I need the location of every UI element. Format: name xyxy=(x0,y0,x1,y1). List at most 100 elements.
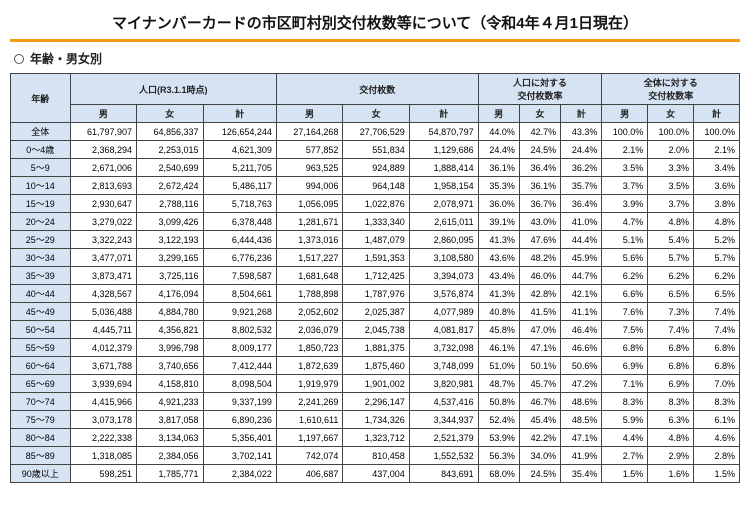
cell-iss-f: 437,004 xyxy=(343,465,409,483)
cell-r2-m: 3.7% xyxy=(602,177,648,195)
cell-pop-f: 3,122,193 xyxy=(137,231,203,249)
cell-pop-f: 3,134,063 xyxy=(137,429,203,447)
cell-r1-f: 46.7% xyxy=(519,393,560,411)
cell-r1-m: 41.3% xyxy=(478,285,519,303)
cell-r1-m: 43.6% xyxy=(478,249,519,267)
cell-label: 全体 xyxy=(11,123,71,141)
cell-iss-m: 1,919,979 xyxy=(276,375,342,393)
cell-r1-f: 43.0% xyxy=(519,213,560,231)
cell-pop-m: 2,222,338 xyxy=(70,429,136,447)
cell-pop-t: 8,802,532 xyxy=(203,321,276,339)
cell-r1-f: 24.5% xyxy=(519,141,560,159)
cell-pop-f: 3,099,426 xyxy=(137,213,203,231)
table-row: 10～142,813,6932,672,4245,486,117994,0069… xyxy=(11,177,740,195)
cell-iss-f: 810,458 xyxy=(343,447,409,465)
cell-iss-m: 1,610,611 xyxy=(276,411,342,429)
cell-label: 10～14 xyxy=(11,177,71,195)
cell-iss-f: 924,889 xyxy=(343,159,409,177)
h-iss-t: 計 xyxy=(409,105,478,123)
cell-r1-m: 35.3% xyxy=(478,177,519,195)
table-row: 80～842,222,3383,134,0635,356,4011,197,66… xyxy=(11,429,740,447)
cell-r1-t: 42.1% xyxy=(561,285,602,303)
cell-pop-t: 9,921,268 xyxy=(203,303,276,321)
cell-r1-t: 46.6% xyxy=(561,339,602,357)
cell-pop-t: 5,356,401 xyxy=(203,429,276,447)
h-pop: 人口(R3.1.1時点) xyxy=(70,74,276,105)
cell-iss-f: 1,323,712 xyxy=(343,429,409,447)
cell-r2-f: 1.6% xyxy=(648,465,694,483)
cell-r1-f: 42.8% xyxy=(519,285,560,303)
cell-r2-f: 7.4% xyxy=(648,321,694,339)
cell-iss-f: 2,296,147 xyxy=(343,393,409,411)
cell-r2-m: 4.4% xyxy=(602,429,648,447)
cell-iss-m: 742,074 xyxy=(276,447,342,465)
cell-iss-m: 1,872,639 xyxy=(276,357,342,375)
cell-r2-f: 100.0% xyxy=(648,123,694,141)
cell-pop-m: 3,873,471 xyxy=(70,267,136,285)
page-root: マイナンバーカードの市区町村別交付枚数等について（令和4年４月1日現在） 年齢・… xyxy=(0,0,750,491)
cell-r1-f: 45.7% xyxy=(519,375,560,393)
cell-r1-t: 35.7% xyxy=(561,177,602,195)
h-pop-m: 男 xyxy=(70,105,136,123)
cell-pop-t: 6,776,236 xyxy=(203,249,276,267)
cell-r2-t: 5.7% xyxy=(694,249,740,267)
cell-r2-f: 6.5% xyxy=(648,285,694,303)
cell-pop-f: 2,672,424 xyxy=(137,177,203,195)
cell-pop-t: 6,444,436 xyxy=(203,231,276,249)
cell-pop-f: 64,856,337 xyxy=(137,123,203,141)
cell-pop-f: 3,299,165 xyxy=(137,249,203,267)
cell-r1-f: 46.0% xyxy=(519,267,560,285)
cell-r2-m: 6.2% xyxy=(602,267,648,285)
cell-iss-m: 1,850,723 xyxy=(276,339,342,357)
cell-r1-t: 46.4% xyxy=(561,321,602,339)
cell-r2-m: 5.6% xyxy=(602,249,648,267)
cell-iss-m: 1,788,898 xyxy=(276,285,342,303)
cell-r1-f: 47.1% xyxy=(519,339,560,357)
cell-r2-m: 6.8% xyxy=(602,339,648,357)
cell-pop-m: 4,012,379 xyxy=(70,339,136,357)
cell-r2-m: 3.9% xyxy=(602,195,648,213)
cell-label: 25～29 xyxy=(11,231,71,249)
cell-r1-f: 36.1% xyxy=(519,177,560,195)
cell-pop-f: 3,740,656 xyxy=(137,357,203,375)
cell-iss-m: 1,373,016 xyxy=(276,231,342,249)
cell-label: 85～89 xyxy=(11,447,71,465)
cell-r2-m: 100.0% xyxy=(602,123,648,141)
cell-label: 70～74 xyxy=(11,393,71,411)
cell-r1-m: 41.3% xyxy=(478,231,519,249)
cell-iss-f: 2,045,738 xyxy=(343,321,409,339)
cell-r2-m: 1.5% xyxy=(602,465,648,483)
cell-iss-t: 1,888,414 xyxy=(409,159,478,177)
table-row: 15～192,930,6472,788,1165,718,7631,056,09… xyxy=(11,195,740,213)
cell-r2-t: 4.6% xyxy=(694,429,740,447)
cell-r2-t: 6.1% xyxy=(694,411,740,429)
cell-r1-t: 48.5% xyxy=(561,411,602,429)
cell-iss-t: 3,748,099 xyxy=(409,357,478,375)
cell-r1-f: 34.0% xyxy=(519,447,560,465)
cell-label: 5～9 xyxy=(11,159,71,177)
cell-r2-t: 100.0% xyxy=(694,123,740,141)
cell-iss-t: 3,394,073 xyxy=(409,267,478,285)
cell-iss-t: 1,552,532 xyxy=(409,447,478,465)
cell-r1-f: 47.0% xyxy=(519,321,560,339)
cell-pop-f: 2,253,015 xyxy=(137,141,203,159)
h-r2-f: 女 xyxy=(648,105,694,123)
cell-r1-t: 44.4% xyxy=(561,231,602,249)
cell-iss-t: 3,732,098 xyxy=(409,339,478,357)
cell-r1-t: 47.1% xyxy=(561,429,602,447)
cell-r1-m: 40.8% xyxy=(478,303,519,321)
cell-r2-f: 6.9% xyxy=(648,375,694,393)
table-row: 0～4歳2,368,2942,253,0154,621,309577,85255… xyxy=(11,141,740,159)
cell-r2-m: 3.5% xyxy=(602,159,648,177)
table-row: 60～643,671,7883,740,6567,412,4441,872,63… xyxy=(11,357,740,375)
cell-r1-m: 50.8% xyxy=(478,393,519,411)
cell-pop-f: 4,356,821 xyxy=(137,321,203,339)
cell-iss-f: 1,881,375 xyxy=(343,339,409,357)
cell-iss-f: 27,706,529 xyxy=(343,123,409,141)
h-issued: 交付枚数 xyxy=(276,74,478,105)
cell-r1-t: 41.0% xyxy=(561,213,602,231)
cell-r1-m: 53.9% xyxy=(478,429,519,447)
cell-iss-t: 3,108,580 xyxy=(409,249,478,267)
h-iss-m: 男 xyxy=(276,105,342,123)
cell-pop-f: 3,817,058 xyxy=(137,411,203,429)
